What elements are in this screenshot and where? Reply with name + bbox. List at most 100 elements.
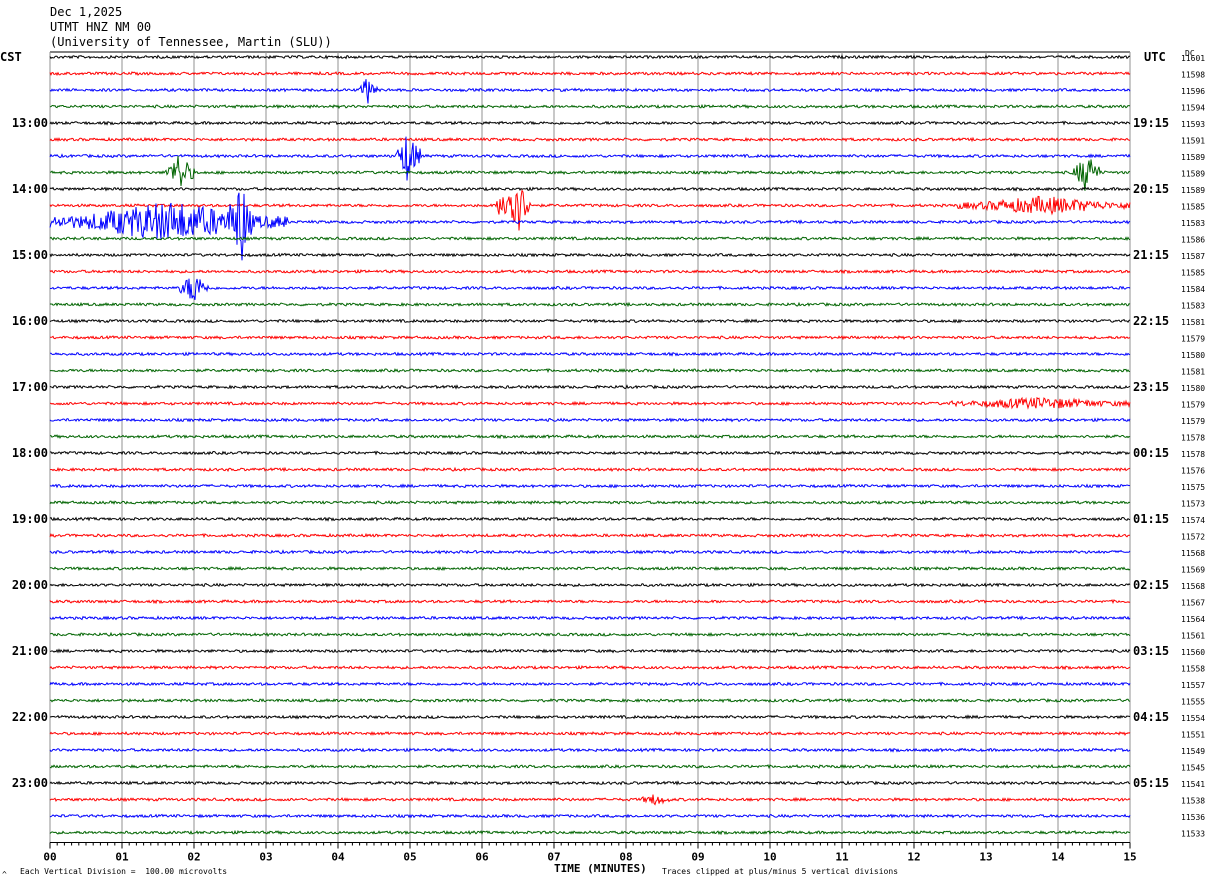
seismic-trace bbox=[49, 549, 1131, 555]
cst-hour-label: 13:00 bbox=[12, 116, 48, 130]
seismic-trace bbox=[49, 450, 1131, 456]
dc-offset-label: 11561 bbox=[1181, 632, 1205, 641]
dc-offset-label: 11578 bbox=[1181, 434, 1205, 443]
dc-offset-label: 11583 bbox=[1181, 302, 1205, 311]
seismic-trace bbox=[49, 648, 1131, 654]
seismic-trace bbox=[50, 334, 1131, 341]
x-tick-label: 04 bbox=[331, 851, 345, 864]
seismic-trace bbox=[49, 79, 1131, 104]
clip-note: Traces clipped at plus/minus 5 vertical … bbox=[662, 867, 899, 876]
seismic-trace bbox=[49, 780, 1131, 786]
dc-offset-label: 11579 bbox=[1181, 335, 1205, 344]
cst-hour-label: 16:00 bbox=[12, 314, 48, 328]
x-tick-label: 00 bbox=[43, 851, 56, 864]
dc-offset-label: 11578 bbox=[1181, 450, 1205, 459]
dc-offset-label: 11579 bbox=[1181, 401, 1205, 410]
time-grid bbox=[49, 51, 1131, 849]
seismic-trace bbox=[49, 599, 1131, 605]
x-tick-label: 12 bbox=[907, 851, 920, 864]
dc-offset-label: 11533 bbox=[1181, 830, 1205, 839]
dc-offset-label: 11554 bbox=[1181, 714, 1205, 723]
seismic-trace bbox=[49, 747, 1131, 753]
seismic-trace bbox=[49, 192, 1131, 261]
seismic-trace bbox=[49, 664, 1131, 671]
dc-offset-label: 11586 bbox=[1181, 236, 1205, 245]
dc-offset-label: 11569 bbox=[1181, 566, 1205, 575]
cst-timezone-label: CST bbox=[0, 50, 22, 64]
utc-hour-label: 19:15 bbox=[1133, 116, 1169, 130]
corner-mark: ^ bbox=[2, 870, 7, 879]
x-tick-label: 10 bbox=[763, 851, 776, 864]
dc-header-label: DC bbox=[1185, 49, 1195, 58]
dc-offset-label: 11538 bbox=[1181, 797, 1205, 806]
seismic-trace bbox=[49, 252, 1131, 258]
seismic-trace bbox=[49, 714, 1131, 720]
dc-offset-label: 11541 bbox=[1181, 780, 1205, 789]
dc-offset-label: 11594 bbox=[1181, 104, 1205, 113]
station-name: UTMT HNZ NM 00 bbox=[50, 20, 152, 34]
seismic-trace bbox=[49, 103, 1130, 110]
utc-hour-label: 02:15 bbox=[1133, 578, 1169, 592]
cst-hour-label: 19:00 bbox=[12, 512, 48, 526]
seismic-trace bbox=[49, 278, 1131, 300]
dc-offset-label: 11555 bbox=[1181, 698, 1205, 707]
scale-note: Each Vertical Division = 100.00 microvol… bbox=[20, 867, 228, 876]
utc-hour-label: 20:15 bbox=[1133, 182, 1169, 196]
x-tick-label: 01 bbox=[115, 851, 129, 864]
seismic-traces bbox=[49, 54, 1131, 836]
dc-offset-label: 11558 bbox=[1181, 665, 1205, 674]
dc-offset-label: 11581 bbox=[1181, 368, 1205, 377]
utc-hour-label: 21:15 bbox=[1133, 248, 1169, 262]
seismic-trace bbox=[49, 829, 1131, 836]
dc-offset-label: 11587 bbox=[1181, 252, 1205, 261]
seismic-trace bbox=[49, 235, 1131, 242]
dc-offset-label: 11580 bbox=[1181, 384, 1205, 393]
dc-offset-label: 11568 bbox=[1181, 549, 1205, 558]
utc-hour-label: 05:15 bbox=[1133, 776, 1169, 790]
network-name: (University of Tennessee, Martin (SLU)) bbox=[50, 35, 332, 49]
dc-offset-label: 11573 bbox=[1181, 500, 1205, 509]
cst-hour-label: 14:00 bbox=[12, 182, 48, 196]
seismic-trace bbox=[49, 367, 1131, 374]
dc-offset-label: 11585 bbox=[1181, 203, 1205, 212]
dc-offset-label: 11585 bbox=[1181, 269, 1205, 278]
dc-offset-label: 11584 bbox=[1181, 285, 1205, 294]
seismic-trace bbox=[49, 136, 1131, 181]
chart-date: Dec 1,2025 bbox=[50, 5, 123, 19]
dc-offset-label: 11601 bbox=[1181, 54, 1205, 63]
dc-offset-label: 11593 bbox=[1181, 120, 1205, 129]
seismic-trace bbox=[50, 351, 1131, 357]
seismic-trace bbox=[49, 499, 1131, 506]
axis-labels: 00 01 02 03 04 05 06 07 08 09 10 11 12 13 14 15 11601 115… bbox=[0, 49, 1205, 864]
dc-offset-label: 11576 bbox=[1181, 467, 1205, 476]
seismic-trace bbox=[49, 417, 1131, 423]
seismic-trace bbox=[49, 697, 1131, 704]
utc-hour-label: 23:15 bbox=[1133, 380, 1169, 394]
dc-offset-label: 11572 bbox=[1181, 533, 1205, 542]
seismic-trace bbox=[49, 466, 1131, 473]
dc-offset-label: 11557 bbox=[1181, 681, 1205, 690]
seismic-trace bbox=[49, 136, 1131, 143]
dc-offset-label: 11579 bbox=[1181, 417, 1205, 426]
cst-hour-label: 21:00 bbox=[12, 644, 48, 658]
dc-offset-label: 11551 bbox=[1181, 731, 1205, 740]
dc-offset-label: 11574 bbox=[1181, 516, 1205, 525]
x-tick-label: 15 bbox=[1123, 851, 1136, 864]
utc-hour-label: 00:15 bbox=[1133, 446, 1169, 460]
seismic-trace bbox=[49, 396, 1131, 410]
cst-hour-label: 23:00 bbox=[12, 776, 48, 790]
dc-offset-label: 11564 bbox=[1181, 615, 1205, 624]
dc-offset-label: 11536 bbox=[1181, 813, 1205, 822]
dc-offset-label: 11589 bbox=[1181, 153, 1205, 162]
seismic-trace bbox=[49, 384, 1131, 390]
seismic-trace bbox=[49, 268, 1131, 275]
x-tick-label: 06 bbox=[475, 851, 489, 864]
x-axis-title: TIME (MINUTES) bbox=[554, 862, 647, 875]
utc-hour-label: 03:15 bbox=[1133, 644, 1169, 658]
x-tick-label: 09 bbox=[691, 851, 704, 864]
dc-offset-label: 11549 bbox=[1181, 747, 1205, 756]
seismic-trace bbox=[49, 483, 1131, 489]
utc-hour-label: 01:15 bbox=[1133, 512, 1169, 526]
dc-offset-label: 11560 bbox=[1181, 648, 1205, 657]
utc-hour-label: 04:15 bbox=[1133, 710, 1169, 724]
